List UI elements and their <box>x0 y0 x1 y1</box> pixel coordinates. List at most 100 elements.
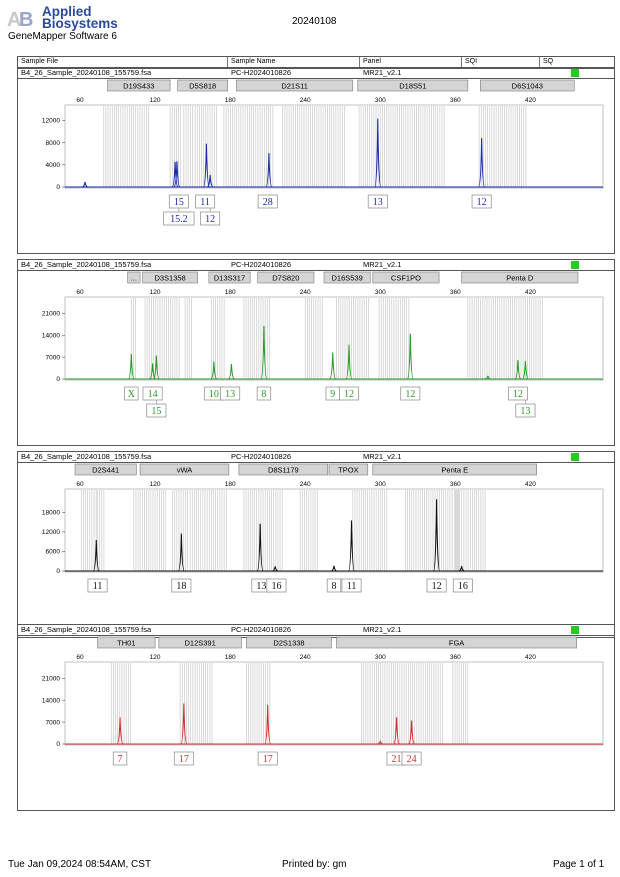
allele-box <box>341 578 362 593</box>
allele-box <box>195 194 216 209</box>
marker-label: D21S11 <box>281 82 308 91</box>
sample-row[interactable]: B4_26_Sample_20240108_155759.fsa PC-H202… <box>18 68 614 79</box>
plot-frame <box>64 488 604 573</box>
allele-box <box>200 211 221 226</box>
x-tick-label: 120 <box>150 654 161 661</box>
allele-box <box>257 751 278 766</box>
peak-trace <box>228 363 235 380</box>
x-tick-label: 180 <box>225 289 236 296</box>
marker-label: D5S818 <box>189 82 216 91</box>
marker-bar <box>158 636 242 649</box>
peak-trace <box>260 325 268 380</box>
sample-row[interactable]: B4_26_Sample_20240108_155759.fsa PC-H202… <box>18 452 614 463</box>
allele-label: 11 <box>93 581 103 592</box>
peak-trace <box>264 704 272 745</box>
x-tick-label: 180 <box>225 481 236 488</box>
marker-label: D19S433 <box>123 82 154 91</box>
x-tick-label: 60 <box>76 481 84 488</box>
marker-label: D18S51 <box>399 82 426 91</box>
peak-trace <box>377 739 384 745</box>
y-tick-label: 14000 <box>42 697 60 704</box>
marker-bar <box>127 271 141 284</box>
x-tick-label: 240 <box>300 289 311 296</box>
sq-status-icon <box>571 626 579 634</box>
panel-name: MR21_v2.1 <box>363 260 402 269</box>
sample-row[interactable]: B4_26_Sample_20240108_155759.fsa PC-H202… <box>18 260 614 271</box>
svg-text:B: B <box>19 9 33 30</box>
marker-label: D8S1179 <box>268 466 299 475</box>
electropherogram-green: B4_26_Sample_20240108_155759.fsa PC-H202… <box>17 259 615 446</box>
allele-box <box>142 386 163 401</box>
allele-label: 16 <box>271 581 281 592</box>
ab-logo-icon: A B <box>7 9 33 30</box>
marker-bar <box>357 79 469 92</box>
plot-green: ... D3S1358 D13S317 D7S820 D16S539 CSF1PO Pent… <box>42 271 604 418</box>
allele-label: 13 <box>256 581 266 592</box>
marker-label: D13S317 <box>214 274 245 283</box>
svg-text:A: A <box>7 9 21 30</box>
x-tick-label: 420 <box>525 481 536 488</box>
allele-label: 12 <box>432 581 442 592</box>
y-tick-label: 14000 <box>42 332 60 339</box>
y-tick-label: 0 <box>56 568 60 575</box>
peak-trace <box>458 566 465 572</box>
print-timestamp: Tue Jan 09,2024 08:54AM, CST <box>8 859 152 870</box>
peak-trace <box>478 138 486 188</box>
x-tick-label: 300 <box>375 481 386 488</box>
col-sqi: SQI <box>465 58 478 65</box>
marker-label: vWA <box>177 466 193 475</box>
x-tick-label: 120 <box>150 97 161 104</box>
page-number: Page 1 of 1 <box>553 859 605 870</box>
peak-trace <box>514 360 522 380</box>
allele-box <box>266 578 287 593</box>
marker-label: D6S1043 <box>512 82 543 91</box>
marker-bar <box>257 271 315 284</box>
sample-file: B4_26_Sample_20240108_155759.fsa <box>21 68 152 77</box>
marker-bar <box>177 79 228 92</box>
allele-label: 18 <box>176 581 186 592</box>
allele-label: 8 <box>261 389 266 400</box>
peak-trace <box>127 353 135 380</box>
allele-box <box>426 578 447 593</box>
marker-bar <box>336 636 578 649</box>
sample-file: B4_26_Sample_20240108_155759.fsa <box>21 260 152 269</box>
x-tick-label: 420 <box>525 654 536 661</box>
peak-trace <box>393 717 401 745</box>
sq-status-icon <box>571 69 579 77</box>
x-tick-label: 300 <box>375 97 386 104</box>
marker-label: Penta D <box>506 274 534 283</box>
plot-frame <box>64 661 604 746</box>
peak-trace <box>173 161 181 188</box>
allele-label: 12 <box>513 389 523 400</box>
peak-trace <box>81 181 89 188</box>
marker-label: FGA <box>449 639 464 648</box>
y-tick-label: 4000 <box>46 162 61 169</box>
y-tick-label: 7000 <box>46 354 61 361</box>
x-tick-label: 240 <box>300 97 311 104</box>
peak-trace <box>177 533 185 572</box>
x-tick-label: 240 <box>300 654 311 661</box>
peak-trace <box>210 361 218 380</box>
sample-row[interactable]: B4_26_Sample_20240108_155759.fsa PC-H202… <box>18 625 614 636</box>
allele-box <box>507 386 528 401</box>
applied-biosystems-logo: A B Applied Biosystems <box>6 4 118 36</box>
allele-label: X <box>128 389 136 400</box>
allele-box <box>326 578 342 593</box>
x-tick-label: 60 <box>76 97 84 104</box>
marker-label: TPOX <box>338 466 358 475</box>
sq-status-icon <box>571 453 579 461</box>
allele-label: 12 <box>205 214 215 225</box>
sample-name: PC-H2024010826 <box>231 452 292 461</box>
peak-trace <box>345 344 353 380</box>
allele-box <box>515 403 536 418</box>
marker-bar <box>107 79 171 92</box>
logo-line-1: Applied <box>42 4 92 19</box>
x-tick-label: 300 <box>375 289 386 296</box>
peak-trace <box>92 540 100 572</box>
col-sample-file: Sample File <box>21 58 58 65</box>
sample-name: PC-H2024010826 <box>231 625 292 634</box>
marker-bar <box>238 463 329 476</box>
allele-label: 11 <box>347 581 357 592</box>
marker-label: D7S820 <box>272 274 299 283</box>
software-name: GeneMapper Software 6 <box>8 31 117 42</box>
